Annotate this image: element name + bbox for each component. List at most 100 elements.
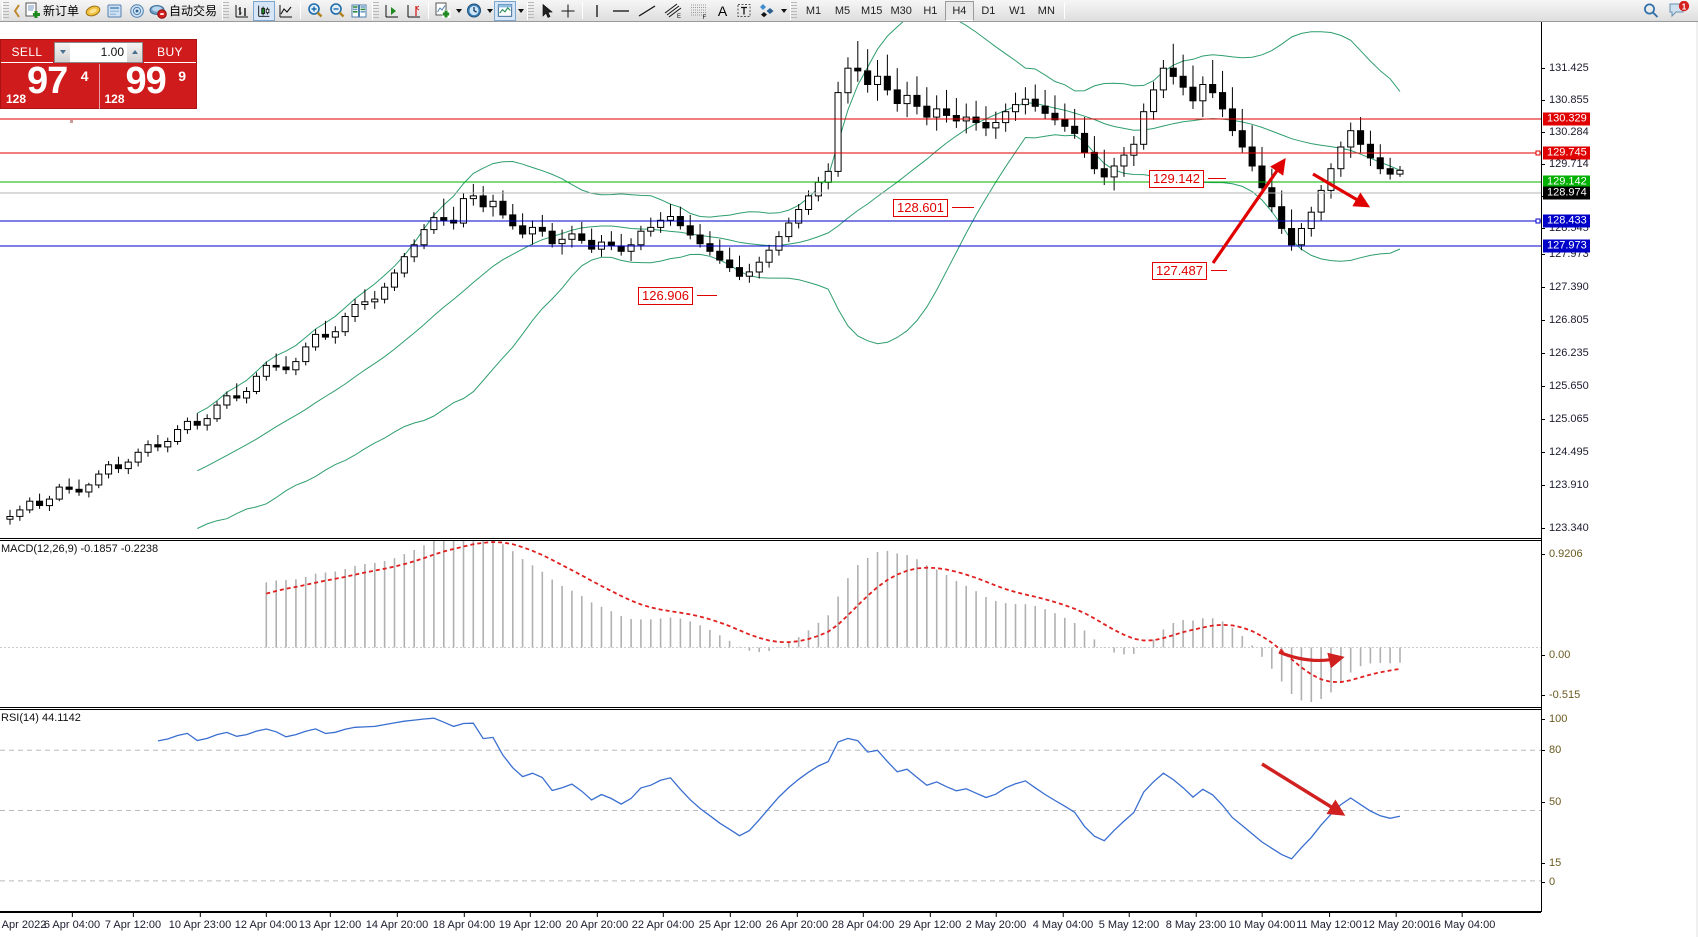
shapes-icon xyxy=(760,4,774,18)
scale-badge-129142[interactable]: 129.142 xyxy=(1543,175,1590,189)
toolbar-grip-4[interactable] xyxy=(527,1,535,20)
volume-stepper[interactable]: 1.00 xyxy=(54,41,143,63)
macd-chart-canvas xyxy=(0,541,1541,703)
data-window-icon xyxy=(107,4,122,17)
time-axis[interactable]: Apr 2022 6 Apr 04:00 7 Apr 12:00 10 Apr … xyxy=(0,912,1541,937)
buy-price-prefix: 128 xyxy=(104,92,125,106)
autotrading-button[interactable]: 自动交易 xyxy=(148,1,220,21)
toolbar-grip-3[interactable] xyxy=(372,1,380,20)
forecast-arrow-down xyxy=(1312,172,1371,208)
scale-badge-130329[interactable]: 130.329 xyxy=(1543,112,1590,126)
period-button[interactable] xyxy=(463,1,485,21)
timeframe-h1[interactable]: H1 xyxy=(923,4,938,17)
partial-left-icon[interactable] xyxy=(11,1,23,21)
buy-price-cell[interactable]: 128 99 9 xyxy=(98,60,197,109)
time-label-19: 10 May 04:00 xyxy=(1228,912,1296,931)
timeframe-m15[interactable]: M15 xyxy=(861,4,883,17)
text-button[interactable]: A xyxy=(712,1,733,21)
shapes-dropdown-caret[interactable] xyxy=(779,8,788,13)
templates-button[interactable] xyxy=(494,0,517,21)
navigator-icon xyxy=(130,3,144,18)
annot-128601[interactable]: 128.601 xyxy=(893,199,948,217)
macd-pane[interactable]: MACD(12,26,9) -0.1857 -0.2238 xyxy=(0,540,1541,708)
vertical-line-button[interactable] xyxy=(586,1,608,21)
annot-128601-tail xyxy=(952,207,974,208)
toolbar-grip[interactable] xyxy=(2,1,9,20)
equidistant-channel-button[interactable]: E xyxy=(660,1,686,21)
annot-126906[interactable]: 126.906 xyxy=(638,287,693,305)
timeframe-m30[interactable]: M30 xyxy=(890,4,912,17)
line-chart-icon xyxy=(279,4,293,17)
candlestick-chart-button[interactable] xyxy=(253,0,276,21)
timeframe-d1[interactable]: D1 xyxy=(981,4,996,17)
equidistant-channel-icon: E xyxy=(664,3,682,19)
trendline-button[interactable] xyxy=(634,1,660,21)
toolbar-grip-2[interactable] xyxy=(222,1,230,20)
data-window-button[interactable] xyxy=(104,1,126,21)
zoom-out-button[interactable] xyxy=(326,1,348,21)
annot-127487[interactable]: 127.487 xyxy=(1152,262,1207,280)
volume-increase-button[interactable] xyxy=(127,42,142,62)
timeframe-w1[interactable]: W1 xyxy=(1009,4,1026,17)
indicators-button[interactable] xyxy=(432,1,454,21)
time-label-4: 12 Apr 04:00 xyxy=(234,912,298,931)
new-order-button[interactable]: 新订单 xyxy=(23,1,82,21)
crosshair-button[interactable] xyxy=(557,1,579,21)
time-label-1: 6 Apr 04:00 xyxy=(43,912,101,931)
line-chart-button[interactable] xyxy=(275,1,297,21)
sell-button[interactable]: SELL xyxy=(1,41,53,63)
alerts-button[interactable]: 1 xyxy=(1666,1,1692,21)
templates-icon xyxy=(497,4,513,17)
scale-badge-127973[interactable]: 127.973 xyxy=(1543,239,1590,253)
price-levels-layer xyxy=(0,118,1541,247)
one-click-trading-panel[interactable]: SELL 1.00 BUY 128 97 4 128 99 9 xyxy=(0,39,197,109)
buy-button[interactable]: BUY xyxy=(144,41,196,63)
templates-dropdown-caret[interactable] xyxy=(516,8,525,13)
bar-chart-button[interactable] xyxy=(231,1,253,21)
level-handle-128433[interactable] xyxy=(1535,218,1541,224)
expert-advisors-button[interactable] xyxy=(82,1,104,21)
horizontal-line-button[interactable] xyxy=(608,1,634,21)
tile-windows-icon xyxy=(351,4,367,17)
scale-tick-125650: 125.650 xyxy=(1541,380,1589,392)
fibonacci-button[interactable]: F xyxy=(686,1,712,21)
zoom-out-icon xyxy=(330,3,345,18)
scale-badge-128433[interactable]: 128.433 xyxy=(1543,214,1590,228)
tile-windows-button[interactable] xyxy=(348,1,370,21)
annot-129142[interactable]: 129.142 xyxy=(1149,170,1204,188)
chart-shift-button[interactable] xyxy=(403,1,425,21)
search-button[interactable] xyxy=(1640,1,1662,21)
rsi-pane[interactable]: RSI(14) 44.1142 xyxy=(0,709,1541,912)
timeframe-m1[interactable]: M1 xyxy=(805,4,822,17)
scale-badge-129745[interactable]: 129.745 xyxy=(1543,146,1590,160)
zoom-in-button[interactable] xyxy=(304,1,326,21)
time-label-11: 25 Apr 12:00 xyxy=(698,912,762,931)
shapes-button[interactable] xyxy=(755,1,779,21)
scale-badge-last-price[interactable]: 128.974 xyxy=(1543,186,1590,200)
volume-value[interactable]: 1.00 xyxy=(70,42,127,62)
chart-window[interactable]: USDJPY-,H4 128.967 128.997 128.950 128.9… xyxy=(0,22,1698,937)
indicators-dropdown-caret[interactable] xyxy=(454,8,463,13)
text-label-button[interactable] xyxy=(733,1,755,21)
sell-price-cell[interactable]: 128 97 4 xyxy=(1,60,99,109)
volume-decrease-button[interactable] xyxy=(55,42,70,62)
autoscroll-button[interactable] xyxy=(381,1,403,21)
time-label-14: 29 Apr 12:00 xyxy=(898,912,962,931)
macd-scale[interactable]: 0.9206 0.00 -0.515 xyxy=(1540,540,1698,708)
time-label-9: 20 Apr 20:00 xyxy=(565,912,629,931)
timeframe-mn[interactable]: MN xyxy=(1037,4,1055,17)
period-dropdown-caret[interactable] xyxy=(485,8,494,13)
crosshair-icon xyxy=(561,4,575,17)
fibonacci-icon: F xyxy=(691,4,707,19)
timeframe-m5[interactable]: M5 xyxy=(834,4,851,17)
price-pane[interactable]: 126.906 128.601 129.142 127.487 xyxy=(0,22,1541,539)
toolbar-grip-5[interactable] xyxy=(790,1,798,20)
cursor-button[interactable] xyxy=(536,1,557,21)
time-label-16: 4 May 04:00 xyxy=(1032,912,1094,931)
rsi-scale[interactable]: 100 80 50 15 0 xyxy=(1540,709,1698,912)
price-scale[interactable]: 131.425 130.855 130.284 129.714 129.145 … xyxy=(1541,22,1698,912)
navigator-button[interactable] xyxy=(126,1,148,21)
text-label-icon xyxy=(737,4,751,17)
level-handle-129745[interactable] xyxy=(1535,150,1541,156)
timeframe-h4[interactable]: H4 xyxy=(944,0,974,21)
